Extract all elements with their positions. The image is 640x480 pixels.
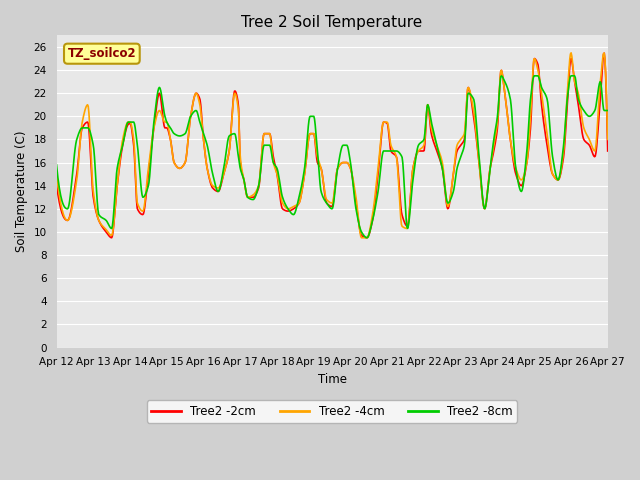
- Line: Tree2 -2cm: Tree2 -2cm: [56, 53, 608, 238]
- Tree2 -2cm: [528, 99, 536, 105]
- Tree2 -8cm: [86, 130, 94, 135]
- Tree2 -8cm: [528, 85, 536, 91]
- Tree2 -2cm: [388, 149, 396, 155]
- Tree2 -4cm: [472, 120, 479, 126]
- Text: TZ_soilco2: TZ_soilco2: [68, 47, 136, 60]
- Tree2 -4cm: [374, 172, 381, 178]
- Y-axis label: Soil Temperature (C): Soil Temperature (C): [15, 131, 28, 252]
- Tree2 -8cm: [472, 107, 479, 113]
- Tree2 -4cm: [358, 235, 366, 240]
- Tree2 -2cm: [472, 126, 479, 132]
- Tree2 -4cm: [404, 222, 412, 228]
- Tree2 -4cm: [86, 136, 94, 142]
- Tree2 -2cm: [604, 148, 612, 154]
- Tree2 -8cm: [388, 148, 396, 154]
- Line: Tree2 -8cm: Tree2 -8cm: [56, 76, 608, 238]
- Tree2 -2cm: [374, 178, 381, 184]
- Tree2 -2cm: [404, 220, 412, 226]
- Tree2 -8cm: [52, 162, 60, 168]
- Tree2 -4cm: [567, 50, 575, 56]
- Title: Tree 2 Soil Temperature: Tree 2 Soil Temperature: [241, 15, 423, 30]
- Tree2 -8cm: [363, 235, 371, 240]
- Line: Tree2 -4cm: Tree2 -4cm: [56, 53, 608, 238]
- Tree2 -8cm: [404, 223, 412, 229]
- Tree2 -4cm: [528, 90, 536, 96]
- Legend: Tree2 -2cm, Tree2 -4cm, Tree2 -8cm: Tree2 -2cm, Tree2 -4cm, Tree2 -8cm: [147, 400, 518, 423]
- Tree2 -2cm: [363, 235, 371, 240]
- X-axis label: Time: Time: [317, 373, 347, 386]
- Tree2 -8cm: [374, 193, 381, 199]
- Tree2 -4cm: [388, 144, 396, 150]
- Tree2 -2cm: [600, 50, 608, 56]
- Tree2 -4cm: [604, 136, 612, 142]
- Tree2 -4cm: [52, 171, 60, 177]
- Tree2 -2cm: [86, 149, 94, 155]
- Tree2 -8cm: [604, 108, 612, 113]
- Tree2 -8cm: [531, 73, 538, 79]
- Tree2 -2cm: [52, 181, 60, 187]
